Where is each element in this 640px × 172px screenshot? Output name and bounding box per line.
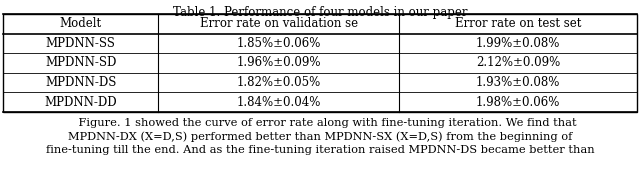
Text: Modelt: Modelt: [60, 17, 102, 30]
Text: MPDNN-DS: MPDNN-DS: [45, 76, 116, 89]
Text: MPDNN-SS: MPDNN-SS: [45, 37, 116, 50]
Text: Error rate on test set: Error rate on test set: [455, 17, 581, 30]
Text: Figure. 1 showed the curve of error rate along with fine-tuning iteration. We fi: Figure. 1 showed the curve of error rate…: [64, 118, 576, 128]
Text: 1.98%±0.06%: 1.98%±0.06%: [476, 96, 560, 109]
Text: 1.84%±0.04%: 1.84%±0.04%: [237, 96, 321, 109]
Text: 1.99%±0.08%: 1.99%±0.08%: [476, 37, 560, 50]
Text: 2.12%±0.09%: 2.12%±0.09%: [476, 56, 560, 69]
Bar: [3, 14, 637, 112]
Text: fine-tuning till the end. And as the fine-tuning iteration raised MPDNN-DS becam: fine-tuning till the end. And as the fin…: [45, 145, 595, 155]
Text: 1.82%±0.05%: 1.82%±0.05%: [237, 76, 321, 89]
Text: Error rate on validation se: Error rate on validation se: [200, 17, 358, 30]
Text: Table 1. Performance of four models in our paper: Table 1. Performance of four models in o…: [173, 6, 467, 19]
Text: 1.96%±0.09%: 1.96%±0.09%: [237, 56, 321, 69]
Text: MPDNN-DD: MPDNN-DD: [44, 96, 117, 109]
Text: 1.93%±0.08%: 1.93%±0.08%: [476, 76, 560, 89]
Text: 1.85%±0.06%: 1.85%±0.06%: [237, 37, 321, 50]
Text: MPDNN-DX (X=D,S) performed better than MPDNN-SX (X=D,S) from the beginning of: MPDNN-DX (X=D,S) performed better than M…: [68, 132, 572, 142]
Text: MPDNN-SD: MPDNN-SD: [45, 56, 116, 69]
